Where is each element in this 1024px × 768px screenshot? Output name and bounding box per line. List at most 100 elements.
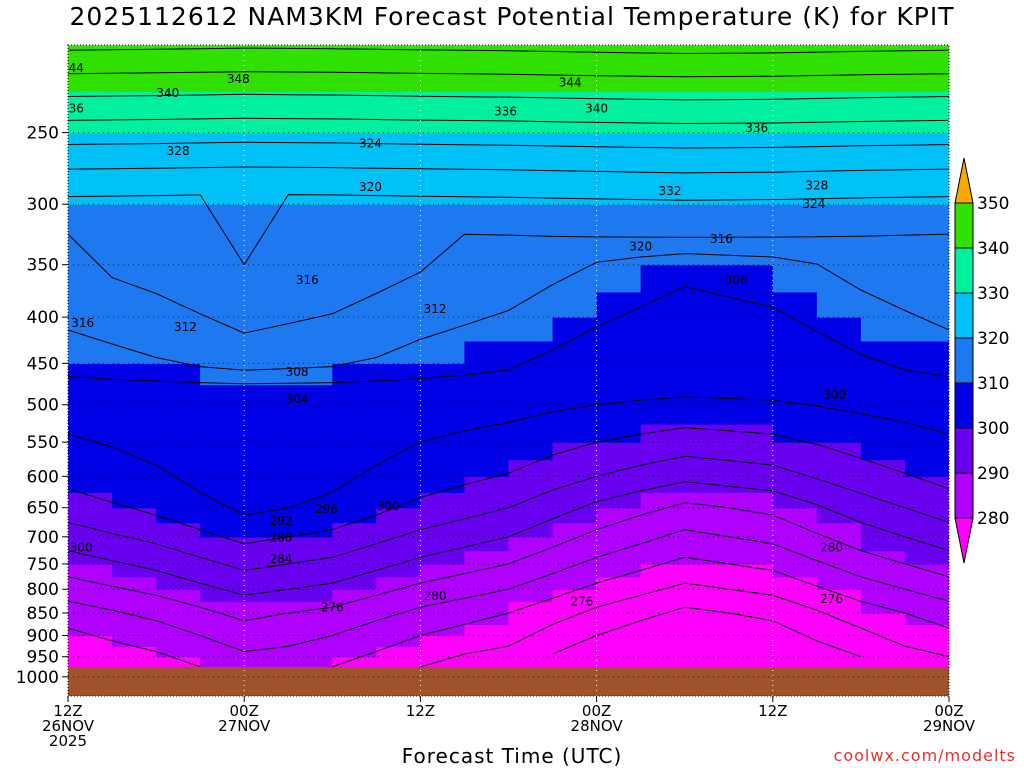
contour-label: 280: [424, 589, 447, 603]
theta-cell: [860, 459, 906, 477]
contour-label: 336: [745, 121, 768, 135]
theta-cell: [816, 384, 862, 406]
theta-cell: [508, 522, 554, 538]
theta-cell: [596, 624, 642, 637]
theta-cell: [420, 442, 466, 461]
theta-cell: [376, 656, 421, 668]
theta-cell: [816, 563, 862, 578]
contour-label: 280: [820, 540, 843, 554]
contour-label: 304: [286, 392, 309, 406]
theta-cell: [376, 204, 421, 237]
theta-cell: [288, 442, 333, 461]
x-tick-label: 12Z: [53, 702, 82, 720]
theta-cell: [728, 132, 774, 171]
theta-cell: [684, 291, 730, 318]
theta-cell: [112, 91, 157, 134]
theta-cell: [596, 492, 642, 509]
theta-cell: [288, 536, 333, 552]
theta-cell: [68, 170, 113, 205]
theta-cell: [244, 340, 289, 364]
theta-cell: [552, 132, 598, 171]
theta-cell: [156, 423, 201, 443]
theta-cell: [464, 656, 510, 668]
theta-cell: [420, 404, 466, 425]
theta-cell: [904, 635, 949, 647]
theta-cell: [200, 601, 245, 614]
theta-cell: [552, 576, 598, 590]
theta-cell: [244, 423, 289, 443]
theta-cell: [68, 132, 113, 171]
theta-cell: [772, 423, 818, 443]
theta-cell: [420, 363, 466, 386]
colorbar-tick-label: 320: [977, 329, 1009, 349]
contour-line: [68, 47, 949, 55]
theta-cell: [332, 536, 377, 552]
theta-cell: [112, 635, 157, 647]
contour-label: 316: [296, 273, 319, 287]
theta-cell: [860, 656, 906, 668]
theta-cell: [816, 536, 862, 552]
contour-label: 352: [568, 34, 591, 48]
theta-cell: [68, 589, 113, 602]
colorbar-swatch: [954, 202, 974, 249]
theta-cell: [244, 442, 289, 461]
theta-cell: [288, 91, 333, 134]
theta-cell: [508, 235, 554, 266]
theta-cell: [596, 235, 642, 266]
colorbar-swatch: [954, 337, 974, 384]
theta-cell: [288, 563, 333, 578]
contour-line: [68, 556, 949, 668]
theta-cell: [596, 476, 642, 493]
theta-cell: [244, 624, 289, 637]
theta-cell: [464, 563, 510, 578]
contour-label: 320: [359, 180, 382, 194]
theta-cell: [772, 404, 818, 425]
theta-cell: [244, 132, 289, 171]
theta-cell: [68, 459, 113, 477]
theta-cell: [420, 132, 466, 171]
theta-cell: [68, 442, 113, 461]
theta-cell: [464, 589, 510, 602]
plot-frame: [67, 44, 950, 697]
theta-cell: [684, 45, 730, 92]
theta-cell: [772, 646, 818, 658]
theta-cell: [508, 459, 554, 477]
colorbar-swatch: [954, 247, 974, 294]
theta-cell: [860, 384, 906, 406]
theta-cell: [244, 507, 289, 524]
theta-cell: [464, 363, 510, 386]
theta-cell: [596, 404, 642, 425]
contour-label: 328: [167, 144, 190, 158]
theta-cell: [596, 601, 642, 614]
theta-cell: [464, 646, 510, 658]
theta-cell: [684, 384, 730, 406]
theta-cell: [332, 563, 377, 578]
theta-cell: [684, 589, 730, 602]
theta-cell: [464, 492, 510, 509]
contour-label: 344: [559, 75, 582, 89]
theta-cell: [200, 576, 245, 590]
theta-cell: [200, 459, 245, 477]
theta-cell: [728, 384, 774, 406]
theta-cell: [640, 291, 686, 318]
contour-label: 336: [494, 105, 517, 119]
theta-cell: [332, 656, 377, 668]
theta-cell: [332, 492, 377, 509]
theta-cell: [640, 613, 686, 626]
theta-cell: [684, 459, 730, 477]
theta-cell: [464, 442, 510, 461]
theta-cell: [596, 613, 642, 626]
theta-cell: [244, 363, 289, 386]
theta-cell: [728, 442, 774, 461]
contour-line: [552, 606, 862, 658]
theta-cell: [200, 317, 245, 342]
theta-cell: [68, 536, 113, 552]
theta-cell: [376, 442, 421, 461]
theta-cell: [68, 45, 113, 92]
theta-cell: [904, 404, 949, 425]
theta-field: [68, 45, 949, 668]
contour-label: 308: [725, 273, 748, 287]
contour-label: 340: [585, 101, 608, 115]
theta-cell: [728, 635, 774, 647]
theta-cell: [156, 576, 201, 590]
